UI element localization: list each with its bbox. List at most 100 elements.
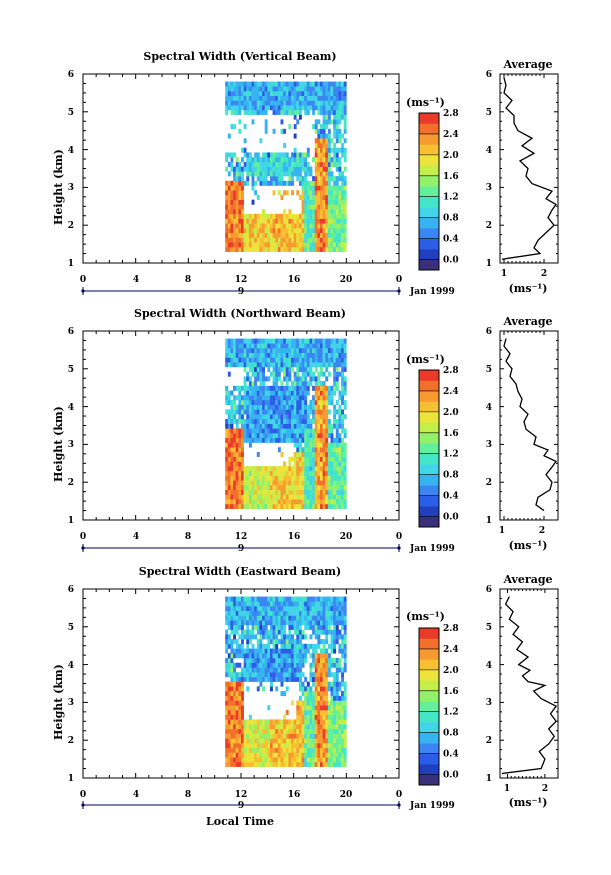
heatmap-cell (256, 237, 260, 243)
heatmap-cell (312, 223, 316, 229)
heatmap-cell (304, 109, 308, 115)
heatmap-cell (335, 228, 339, 234)
heatmap-cell (327, 601, 331, 607)
heatmap-cell (296, 639, 300, 645)
heatmap-cell (317, 489, 321, 495)
heatmap-cell (227, 705, 231, 711)
heatmap-cell (246, 733, 250, 739)
heatmap-cell (225, 672, 229, 678)
heatmap-cell (227, 456, 231, 462)
heatmap-cell (288, 724, 292, 730)
heatmap-cell (338, 232, 342, 238)
heatmap-cell (264, 433, 268, 439)
heatmap-cell (322, 643, 326, 649)
heatmap-cell (283, 232, 287, 238)
heatmap-cell (335, 237, 339, 243)
heatmap-cell (341, 199, 344, 205)
heatmap-cell (275, 648, 279, 654)
heatmap-cell (327, 213, 331, 219)
heatmap-cell (233, 639, 237, 645)
heatmap-cell (262, 157, 265, 163)
heatmap-cell (317, 757, 321, 763)
heatmap-cell (291, 109, 294, 115)
heatmap-cell (306, 209, 310, 215)
heatmap-cell (296, 615, 300, 621)
heatmap-cell (298, 485, 302, 491)
heatmap-cell (309, 667, 313, 673)
heatmap-cell (298, 223, 302, 229)
heatmap-cell (241, 691, 244, 697)
heatmap-cell (225, 91, 229, 97)
heatmap-cell (325, 133, 329, 139)
heatmap-cell (241, 343, 244, 349)
heatmap-cell (317, 624, 321, 630)
heatmap-cell (272, 657, 276, 664)
heatmap-cell (277, 724, 281, 730)
heatmap-cell (296, 662, 300, 668)
heatmap-cell (243, 232, 247, 238)
heatmap-cell (275, 395, 279, 401)
heatmap-cell (317, 142, 321, 149)
heatmap-cell (262, 209, 265, 215)
heatmap-cell (285, 395, 289, 401)
heatmap-cell (291, 620, 294, 626)
heatmap-cell (327, 705, 331, 711)
heatmap-cell (327, 362, 331, 368)
heatmap-cell (320, 414, 323, 420)
heatmap-cell (259, 610, 263, 616)
heatmap-cell (227, 743, 231, 749)
heatmap-cell (317, 606, 321, 612)
heatmap-cell (285, 157, 289, 163)
heatmap-cell (277, 395, 281, 401)
x-tick-label: 16 (288, 790, 301, 800)
heatmap-cell (248, 494, 252, 500)
heatmap-cell (285, 109, 289, 115)
heatmap-cell (301, 475, 305, 481)
avg-y-tick-label: 4 (486, 146, 492, 156)
heatmap-cell (327, 81, 331, 87)
heatmap-cell (238, 714, 242, 720)
heatmap-cell (259, 676, 263, 682)
heatmap-cell (243, 166, 247, 172)
heatmap-cell (285, 428, 289, 434)
heatmap-cell (233, 705, 237, 711)
heatmap-cell (335, 91, 339, 97)
heatmap-cell (309, 494, 313, 500)
heatmap-cell (306, 343, 310, 349)
heatmap-cell (293, 376, 297, 382)
heatmap-cell (230, 624, 234, 630)
heatmap-cell (320, 686, 323, 692)
heatmap-cell (272, 409, 276, 415)
heatmap-cell (227, 418, 231, 424)
heatmap-cell (301, 228, 305, 234)
heatmap-cell (233, 246, 237, 252)
heatmap-cell (272, 242, 276, 248)
heatmap-cell (238, 761, 242, 767)
heatmap-cell (251, 624, 255, 630)
heatmap-cell (309, 442, 313, 448)
heatmap-cell (330, 157, 334, 163)
heatmap-cell (272, 466, 276, 472)
heatmap-cell (235, 218, 239, 224)
heatmap-cell (264, 362, 268, 368)
heatmap-cell (291, 218, 294, 224)
heatmap-cell (317, 105, 321, 111)
heatmap-cell (301, 409, 305, 415)
heatmap-cell (309, 338, 313, 344)
heatmap-cell (330, 714, 334, 720)
colorbar-swatch (419, 249, 439, 260)
heatmap-cell (309, 610, 313, 616)
heatmap-cell (296, 376, 300, 382)
colorbar (418, 627, 440, 786)
heatmap-cell (333, 494, 337, 500)
heatmap-cell (230, 620, 234, 626)
heatmap-cell (341, 86, 344, 92)
heatmap-cell (341, 719, 344, 725)
heatmap-cell (301, 480, 305, 486)
heatmap-cell (243, 376, 247, 382)
heatmap-cell (306, 213, 310, 219)
heatmap-cell (301, 629, 305, 635)
heatmap-cell (304, 414, 308, 420)
heatmap-cell (322, 629, 326, 635)
heatmap-cell (341, 366, 344, 372)
